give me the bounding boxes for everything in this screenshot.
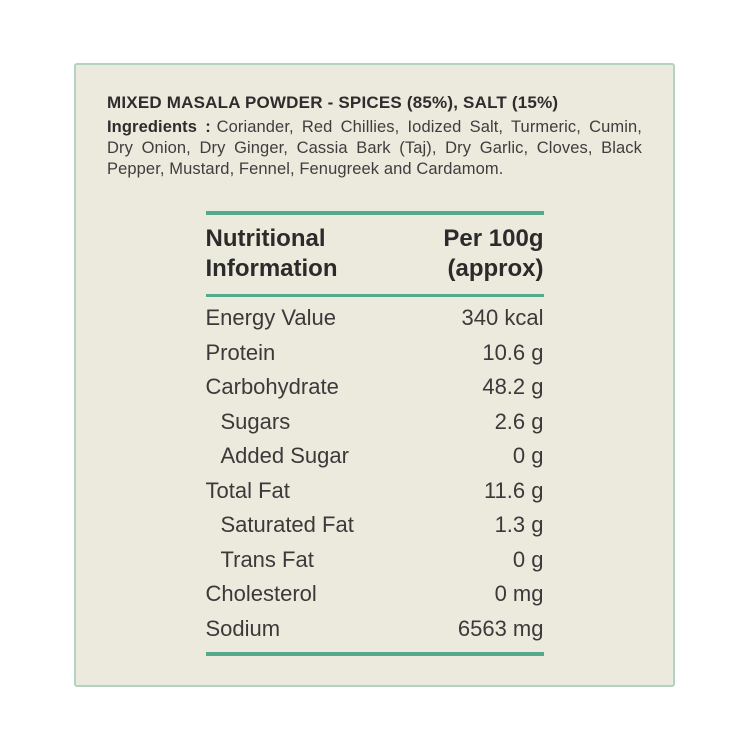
table-row-protein: Protein 10.6 g bbox=[206, 336, 544, 371]
table-row-carbohydrate: Carbohydrate 48.2 g bbox=[206, 370, 544, 405]
row-label: Saturated Fat bbox=[220, 512, 354, 537]
ingredients-text: Coriander, Red Chillies, Iodized Salt, T… bbox=[107, 118, 642, 178]
table-top-rule bbox=[205, 211, 544, 215]
table-row-saturated-fat: Saturated Fat 1.3 g bbox=[206, 508, 544, 543]
table-row-trans-fat: Trans Fat 0 g bbox=[206, 543, 544, 578]
table-row-sugars: Sugars 2.6 g bbox=[206, 405, 544, 440]
row-label: Sodium bbox=[205, 615, 281, 641]
row-value: 0 g bbox=[512, 443, 544, 468]
row-label: Total Fat bbox=[205, 477, 290, 503]
row-label: Trans Fat bbox=[220, 546, 314, 572]
row-label: Protein bbox=[205, 339, 276, 365]
table-header-nutritional-information: Nutritional Information bbox=[205, 225, 338, 282]
table-header-row: Nutritional Information Per 100g (approx… bbox=[206, 215, 544, 294]
table-row-energy-value: Energy Value 340 kcal bbox=[206, 301, 544, 336]
row-value: 0 mg bbox=[494, 581, 544, 606]
row-value: 1.3 g bbox=[494, 512, 544, 537]
row-label: Energy Value bbox=[205, 305, 336, 330]
row-value: 11.6 g bbox=[483, 477, 544, 503]
row-label: Carbohydrate bbox=[205, 374, 339, 399]
row-label: Sugars bbox=[220, 408, 291, 434]
row-value: 48.2 g bbox=[482, 374, 544, 399]
row-label: Cholesterol bbox=[205, 581, 317, 606]
table-header-per-100g: Per 100g (approx) bbox=[443, 225, 544, 282]
row-value: 0 g bbox=[512, 546, 544, 572]
row-value: 340 kcal bbox=[461, 305, 544, 330]
row-value: 10.6 g bbox=[482, 339, 544, 365]
table-bottom-rule bbox=[205, 652, 544, 656]
product-title: MIXED MASALA POWDER - SPICES (85%), SALT… bbox=[107, 93, 559, 112]
table-header-divider-rule bbox=[205, 294, 544, 297]
table-body: Energy Value 340 kcal Protein 10.6 g Car… bbox=[206, 297, 544, 652]
nutrition-table: Nutritional Information Per 100g (approx… bbox=[205, 211, 544, 656]
product-intro: MIXED MASALA POWDER - SPICES (85%), SALT… bbox=[107, 92, 642, 180]
ingredients-paragraph: Ingredients : Coriander, Red Chillies, Io… bbox=[107, 117, 642, 180]
row-value: 2.6 g bbox=[494, 408, 544, 434]
nutrition-label-card: MIXED MASALA POWDER - SPICES (85%), SALT… bbox=[74, 63, 675, 687]
ingredients-label: Ingredients : bbox=[107, 118, 211, 136]
row-value: 6563 mg bbox=[457, 615, 544, 641]
table-row-added-sugar: Added Sugar 0 g bbox=[206, 439, 544, 474]
table-row-total-fat: Total Fat 11.6 g bbox=[206, 474, 544, 509]
table-row-cholesterol: Cholesterol 0 mg bbox=[206, 577, 544, 612]
row-label: Added Sugar bbox=[220, 443, 349, 468]
table-row-sodium: Sodium 6563 mg bbox=[206, 612, 544, 647]
